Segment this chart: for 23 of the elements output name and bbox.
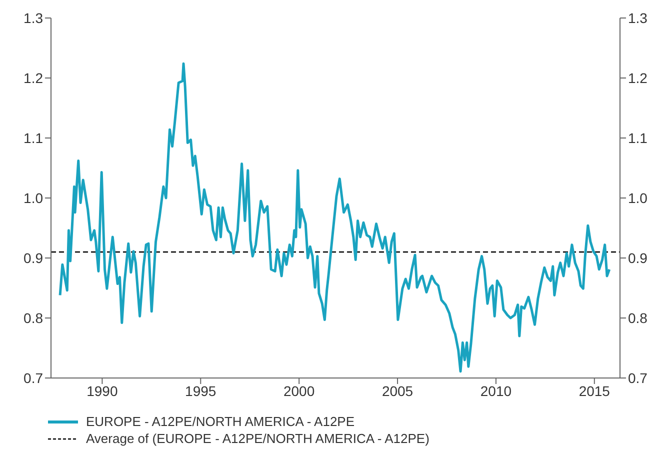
- y2-tick-label: 1.0: [628, 190, 648, 206]
- legend-label: EUROPE - A12PE/NORTH AMERICA - A12PE: [86, 414, 355, 429]
- y-tick-label: 1.1: [24, 130, 44, 146]
- y-tick-label: 0.7: [24, 370, 44, 386]
- y-tick-label: 1.3: [24, 10, 44, 26]
- x-tick-label: 2010: [480, 382, 512, 399]
- y2-tick-label: 1.3: [628, 10, 648, 26]
- y-tick-label: 1.2: [24, 70, 44, 86]
- legend-label: Average of (EUROPE - A12PE/NORTH AMERICA - A12PE): [86, 431, 430, 446]
- y2-tick-label: 1.1: [628, 130, 648, 146]
- y2-tick-label: 0.7: [628, 370, 648, 386]
- line-series: [58, 62, 611, 373]
- x-tick-label: 1990: [86, 382, 118, 399]
- x-tick-label: 2015: [578, 382, 610, 399]
- y2-tick-label: 0.9: [628, 250, 648, 266]
- x-tick-label: 1995: [185, 382, 216, 399]
- y2-tick-label: 0.8: [628, 310, 648, 326]
- y2-tick-label: 1.2: [628, 70, 648, 86]
- x-tick-label: 2000: [284, 382, 315, 399]
- y-tick-label: 0.8: [24, 310, 44, 326]
- y-tick-label: 1.0: [24, 190, 44, 206]
- x-tick-label: 2005: [382, 382, 414, 399]
- y-tick-label: 0.9: [24, 250, 44, 266]
